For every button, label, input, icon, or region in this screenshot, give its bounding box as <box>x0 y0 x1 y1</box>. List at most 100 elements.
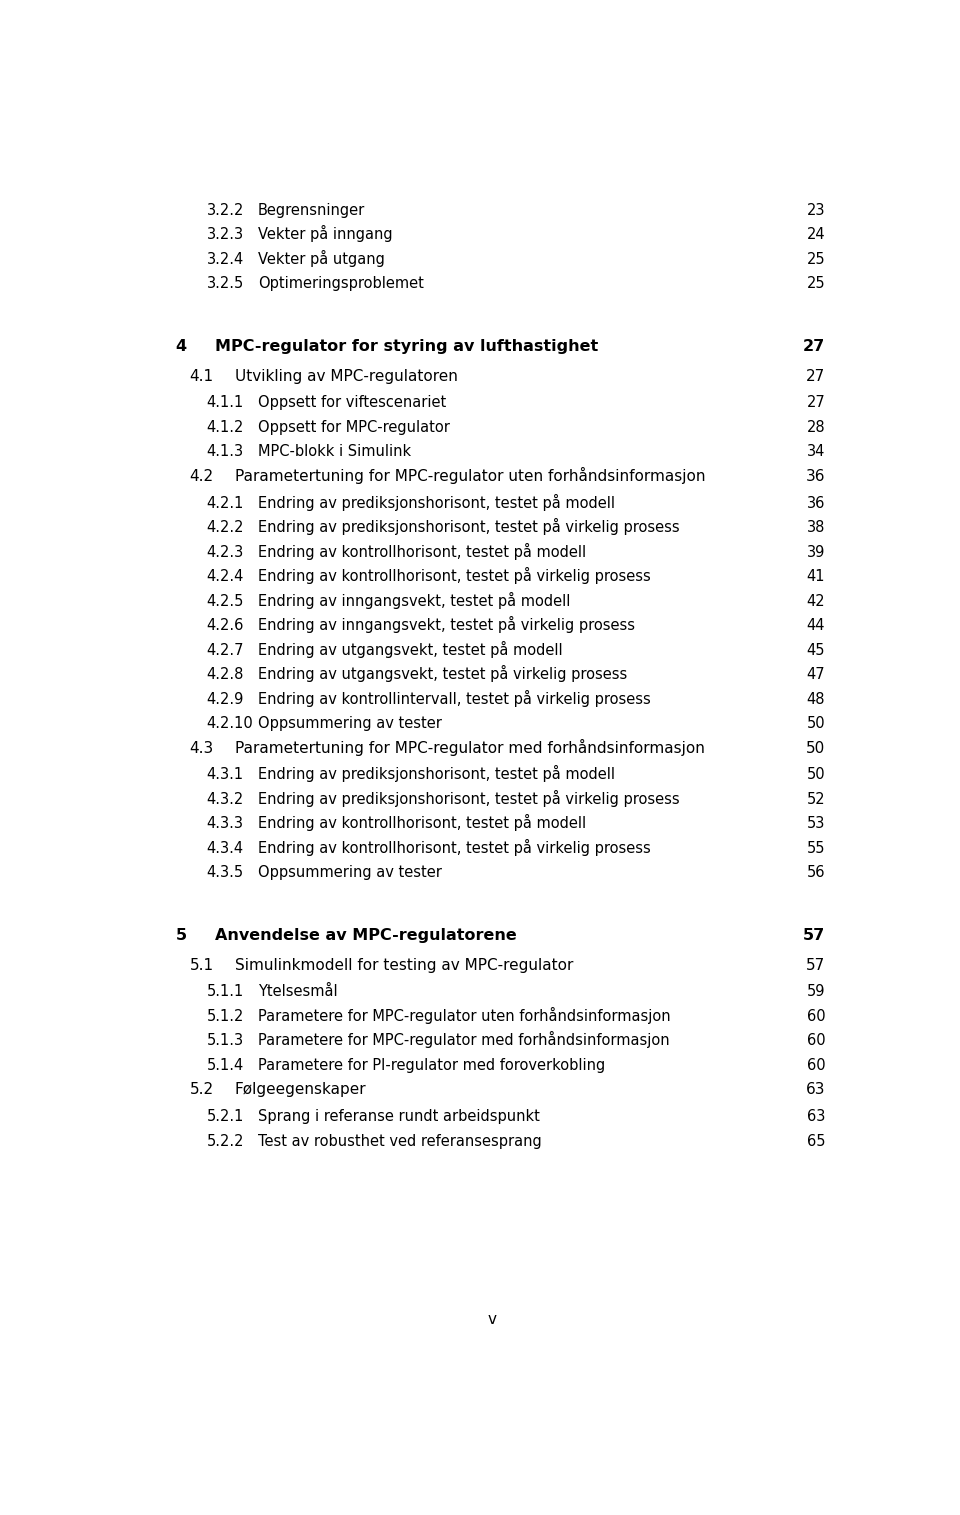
Text: 42: 42 <box>806 594 826 609</box>
Text: 56: 56 <box>806 865 826 880</box>
Text: 4.3.5: 4.3.5 <box>206 865 244 880</box>
Text: Anvendelse av MPC-regulatorene: Anvendelse av MPC-regulatorene <box>214 929 516 944</box>
Text: Oppsett for MPC-regulator: Oppsett for MPC-regulator <box>258 420 450 435</box>
Text: 4.2.8: 4.2.8 <box>206 667 244 682</box>
Text: 4.3.2: 4.3.2 <box>206 792 244 807</box>
Text: 63: 63 <box>806 1109 826 1124</box>
Text: 36: 36 <box>805 468 826 483</box>
Text: 48: 48 <box>806 691 826 706</box>
Text: 45: 45 <box>806 642 826 658</box>
Text: 52: 52 <box>806 792 826 807</box>
Text: Utvikling av MPC-regulatoren: Utvikling av MPC-regulatoren <box>234 368 458 383</box>
Text: Oppsummering av tester: Oppsummering av tester <box>258 717 442 732</box>
Text: Endring av utgangsvekt, testet på virkelig prosess: Endring av utgangsvekt, testet på virkel… <box>258 665 627 682</box>
Text: Følgeegenskaper: Følgeegenskaper <box>234 1082 367 1097</box>
Text: 57: 57 <box>803 929 826 944</box>
Text: MPC-blokk i Simulink: MPC-blokk i Simulink <box>258 444 411 459</box>
Text: 4.2.1: 4.2.1 <box>206 495 244 511</box>
Text: Endring av prediksjonshorisont, testet på modell: Endring av prediksjonshorisont, testet p… <box>258 765 615 782</box>
Text: Endring av kontrollhorisont, testet på virkelig prosess: Endring av kontrollhorisont, testet på v… <box>258 839 651 856</box>
Text: 5.1.1: 5.1.1 <box>206 985 244 1000</box>
Text: 65: 65 <box>806 1133 826 1148</box>
Text: 3.2.4: 3.2.4 <box>206 251 244 267</box>
Text: Oppsummering av tester: Oppsummering av tester <box>258 865 442 880</box>
Text: MPC-regulator for styring av lufthastighet: MPC-regulator for styring av lufthastigh… <box>214 339 598 355</box>
Text: 5.2: 5.2 <box>190 1082 214 1097</box>
Text: Endring av utgangsvekt, testet på modell: Endring av utgangsvekt, testet på modell <box>258 641 563 658</box>
Text: 4.2.4: 4.2.4 <box>206 570 244 585</box>
Text: 4.1.1: 4.1.1 <box>206 395 244 411</box>
Text: Vekter på utgang: Vekter på utgang <box>258 250 385 267</box>
Text: Endring av kontrollhorisont, testet på modell: Endring av kontrollhorisont, testet på m… <box>258 542 586 559</box>
Text: 5.1.3: 5.1.3 <box>206 1033 244 1048</box>
Text: Ytelsesmål: Ytelsesmål <box>258 985 338 1000</box>
Text: 34: 34 <box>806 444 826 459</box>
Text: 4.2: 4.2 <box>190 468 214 483</box>
Text: Parametere for PI-regulator med foroverkobling: Parametere for PI-regulator med foroverk… <box>258 1057 605 1073</box>
Text: 59: 59 <box>806 985 826 1000</box>
Text: Parametertuning for MPC-regulator med forhåndsinformasjon: Parametertuning for MPC-regulator med fo… <box>234 738 705 756</box>
Text: 28: 28 <box>806 420 826 435</box>
Text: 27: 27 <box>806 395 826 411</box>
Text: Endring av kontrollhorisont, testet på modell: Endring av kontrollhorisont, testet på m… <box>258 814 586 832</box>
Text: 3.2.5: 3.2.5 <box>206 276 244 291</box>
Text: 25: 25 <box>806 276 826 291</box>
Text: 53: 53 <box>806 817 826 832</box>
Text: 41: 41 <box>806 570 826 585</box>
Text: 63: 63 <box>805 1082 826 1097</box>
Text: 50: 50 <box>806 741 826 756</box>
Text: 4.1.3: 4.1.3 <box>206 444 244 459</box>
Text: 23: 23 <box>806 203 826 218</box>
Text: Vekter på inngang: Vekter på inngang <box>258 226 393 242</box>
Text: Begrensninger: Begrensninger <box>258 203 365 218</box>
Text: 4.2.7: 4.2.7 <box>206 642 244 658</box>
Text: 4.2.10: 4.2.10 <box>206 717 253 732</box>
Text: Oppsett for viftescenariet: Oppsett for viftescenariet <box>258 395 446 411</box>
Text: 57: 57 <box>806 957 826 973</box>
Text: 60: 60 <box>806 1057 826 1073</box>
Text: 4.3.3: 4.3.3 <box>206 817 244 832</box>
Text: 38: 38 <box>806 520 826 535</box>
Text: 50: 50 <box>806 717 826 732</box>
Text: Parametere for MPC-regulator uten forhåndsinformasjon: Parametere for MPC-regulator uten forhån… <box>258 1007 671 1024</box>
Text: 24: 24 <box>806 227 826 242</box>
Text: 3.2.3: 3.2.3 <box>206 227 244 242</box>
Text: 3.2.2: 3.2.2 <box>206 203 244 218</box>
Text: 44: 44 <box>806 618 826 633</box>
Text: Simulinkmodell for testing av MPC-regulator: Simulinkmodell for testing av MPC-regula… <box>234 957 573 973</box>
Text: 4.1: 4.1 <box>190 368 214 383</box>
Text: 4.2.3: 4.2.3 <box>206 544 244 559</box>
Text: 4.2.9: 4.2.9 <box>206 691 244 706</box>
Text: 4.2.2: 4.2.2 <box>206 520 244 535</box>
Text: Endring av inngangsvekt, testet på virkelig prosess: Endring av inngangsvekt, testet på virke… <box>258 617 635 633</box>
Text: Endring av kontrollhorisont, testet på virkelig prosess: Endring av kontrollhorisont, testet på v… <box>258 567 651 585</box>
Text: 27: 27 <box>803 339 826 355</box>
Text: 50: 50 <box>806 767 826 782</box>
Text: 55: 55 <box>806 841 826 856</box>
Text: 5.2.2: 5.2.2 <box>206 1133 244 1148</box>
Text: 47: 47 <box>806 667 826 682</box>
Text: Endring av prediksjonshorisont, testet på modell: Endring av prediksjonshorisont, testet p… <box>258 494 615 511</box>
Text: 5: 5 <box>176 929 187 944</box>
Text: 4.2.5: 4.2.5 <box>206 594 244 609</box>
Text: 4.1.2: 4.1.2 <box>206 420 244 435</box>
Text: 60: 60 <box>806 1033 826 1048</box>
Text: 4.3.1: 4.3.1 <box>206 767 244 782</box>
Text: 25: 25 <box>806 251 826 267</box>
Text: 60: 60 <box>806 1009 826 1024</box>
Text: Endring av prediksjonshorisont, testet på virkelig prosess: Endring av prediksjonshorisont, testet p… <box>258 518 680 535</box>
Text: Parametertuning for MPC-regulator uten forhåndsinformasjon: Parametertuning for MPC-regulator uten f… <box>234 467 706 483</box>
Text: 5.1.2: 5.1.2 <box>206 1009 244 1024</box>
Text: Endring av prediksjonshorisont, testet på virkelig prosess: Endring av prediksjonshorisont, testet p… <box>258 789 680 807</box>
Text: 4.2.6: 4.2.6 <box>206 618 244 633</box>
Text: Test av robusthet ved referansesprang: Test av robusthet ved referansesprang <box>258 1133 541 1148</box>
Text: 27: 27 <box>806 368 826 383</box>
Text: v: v <box>488 1312 496 1327</box>
Text: 5.2.1: 5.2.1 <box>206 1109 244 1124</box>
Text: 4: 4 <box>176 339 187 355</box>
Text: Parametere for MPC-regulator med forhåndsinformasjon: Parametere for MPC-regulator med forhånd… <box>258 1032 669 1048</box>
Text: Endring av kontrollintervall, testet på virkelig prosess: Endring av kontrollintervall, testet på … <box>258 689 651 706</box>
Text: Optimeringsproblemet: Optimeringsproblemet <box>258 276 423 291</box>
Text: Sprang i referanse rundt arbeidspunkt: Sprang i referanse rundt arbeidspunkt <box>258 1109 540 1124</box>
Text: 4.3.4: 4.3.4 <box>206 841 244 856</box>
